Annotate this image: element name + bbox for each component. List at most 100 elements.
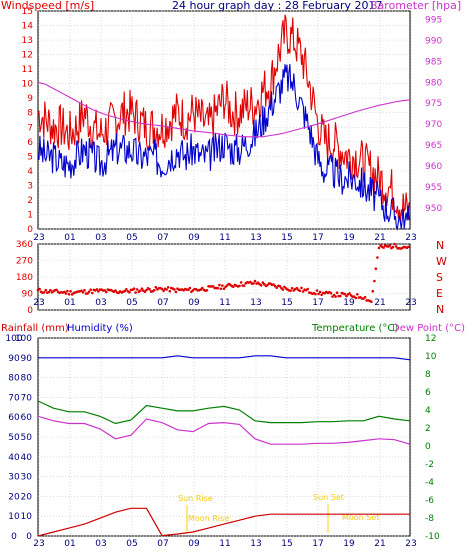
dir-point [320, 293, 323, 297]
dir-point [314, 292, 317, 296]
dir-point [188, 286, 192, 290]
time-label-bottom: 23 [405, 539, 416, 549]
time-label-mid: 17 [312, 298, 323, 308]
temp-tick-label: -4 [425, 478, 434, 488]
time-label-top: 05 [126, 233, 137, 243]
time-label-bottom: 13 [250, 539, 261, 549]
sun-rise-label: Sun Rise [178, 494, 213, 503]
dir-point [343, 292, 347, 296]
dir-tick-label: 180 [16, 273, 33, 283]
time-label-mid: 09 [188, 298, 200, 308]
dew-axis-title: Dew Point (°C) [392, 323, 465, 334]
dir-point [123, 289, 127, 293]
moon-rise-label: Moon Rise [188, 514, 229, 523]
wind-tick-label: 4 [27, 167, 33, 177]
dewpoint-line [37, 415, 411, 445]
rain-tick-label: 30 [8, 473, 20, 483]
baro-tick-label: 975 [425, 99, 442, 109]
wind-tick-label: 5 [27, 152, 33, 162]
rain-axis-title: Rainfall (mm) [1, 323, 69, 334]
dir-point [391, 245, 395, 249]
dir-point [89, 288, 92, 292]
dir-point [242, 284, 246, 288]
rain-tick-label: 90 [8, 354, 20, 364]
wind-tick-label: 9 [27, 94, 33, 104]
dir-point [165, 288, 168, 291]
time-label-top: 23 [33, 233, 44, 243]
dir-point [394, 245, 398, 248]
dir-label-w: W [436, 255, 447, 268]
dir-point [173, 288, 176, 291]
dir-point [374, 267, 378, 271]
dir-point [162, 289, 165, 293]
humidity-tick-label: 40 [21, 453, 33, 463]
humidity-tick-label: 70 [21, 393, 33, 403]
dir-point [298, 289, 302, 293]
wind-tick-label: 13 [22, 36, 33, 46]
rain-tick-label: 50 [8, 433, 20, 443]
dir-point [273, 284, 277, 288]
time-label-top: 15 [281, 233, 292, 243]
dir-point [363, 295, 367, 299]
baro-tick-label: 990 [425, 36, 442, 46]
wind-tick-label: 14 [22, 22, 34, 32]
dir-point [114, 289, 117, 292]
dir-point [301, 290, 305, 293]
wind-tick-label: 0 [27, 225, 33, 235]
baro-axis-title: Barometer [hpa] [370, 0, 461, 12]
dir-point [281, 288, 285, 291]
rain-tick-label: 70 [8, 393, 20, 403]
dir-point [345, 294, 348, 298]
time-label-top: 13 [250, 233, 261, 243]
dir-point [266, 284, 269, 287]
dir-point [376, 256, 379, 259]
dir-point [295, 286, 299, 290]
dir-point [239, 281, 243, 284]
dir-point [81, 291, 85, 294]
dir-point [143, 290, 147, 294]
time-label-bottom: 11 [219, 539, 230, 549]
rain-tick-label: 20 [8, 492, 20, 502]
dir-point [238, 284, 241, 288]
rain-tick-label: 100 [5, 334, 22, 344]
dir-point [91, 291, 94, 295]
dir-point [393, 242, 396, 246]
time-label-top: 23 [405, 233, 416, 243]
baro-tick-label: 985 [425, 57, 442, 67]
dir-point [47, 290, 51, 294]
temp-tick-label: 4 [425, 406, 431, 416]
barometer-line [37, 81, 411, 138]
dir-point [145, 288, 148, 292]
dir-point [154, 285, 158, 289]
dir-point [329, 291, 333, 295]
time-label-bottom: 19 [343, 539, 355, 549]
humidity-tick-label: 10 [21, 512, 33, 522]
time-label-mid: 23 [33, 298, 44, 308]
time-label-bottom: 05 [126, 539, 137, 549]
wind-axis-title: Windspeed [m/s] [1, 0, 94, 12]
time-label-bottom: 17 [312, 539, 323, 549]
humidity-tick-label: 90 [21, 354, 33, 364]
rainfall-line [37, 507, 410, 537]
dir-label-n-top: N [436, 239, 444, 252]
time-label-top: 03 [95, 233, 106, 243]
dir-point [356, 293, 359, 296]
dir-point [166, 286, 170, 289]
rain-tick-label: 0 [11, 532, 17, 542]
time-label-mid: 01 [64, 298, 75, 308]
dir-point [289, 289, 292, 293]
time-label-bottom: 21 [374, 539, 385, 549]
baro-tick-label: 950 [425, 204, 442, 214]
dir-point [252, 282, 255, 285]
time-label-mid: 21 [374, 298, 385, 308]
humidity-tick-label: 100 [15, 334, 32, 344]
temp-tick-label: 6 [425, 388, 431, 398]
temp-axis-title: Temperature (°C) [311, 323, 398, 334]
dir-point [317, 292, 320, 296]
dir-point [275, 286, 279, 290]
dir-point [334, 295, 337, 298]
dir-point [153, 288, 156, 292]
baro-tick-label: 965 [425, 141, 442, 151]
baro-tick-label: 970 [425, 120, 442, 130]
